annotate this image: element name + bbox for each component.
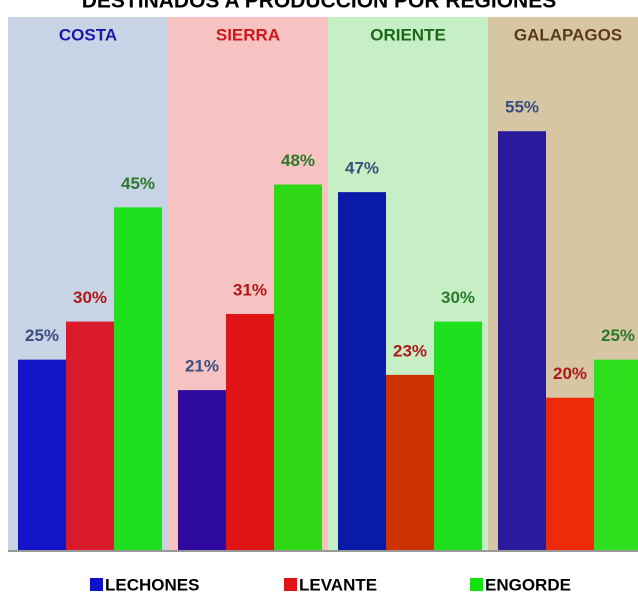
category-label: GALAPAGOS [514, 25, 622, 44]
bar [114, 207, 162, 550]
legend-swatch [284, 578, 297, 591]
category-label: COSTA [59, 25, 117, 44]
bar [386, 375, 434, 550]
chart-title: DESTINADOS A PRODUCCION POR REGIONES [82, 0, 557, 13]
bar [498, 131, 546, 550]
bar [274, 185, 322, 550]
value-label: 48% [281, 151, 315, 170]
legend-swatch [470, 578, 483, 591]
plot-floor [8, 550, 638, 552]
value-label: 47% [345, 159, 379, 178]
bar [546, 398, 594, 550]
bar [18, 360, 66, 550]
page: {"chart_data": {"type": "bar", "title": … [0, 0, 638, 596]
chart: DESTINADOS A PRODUCCION POR REGIONES COS… [0, 0, 638, 596]
legend-label: LEVANTE [299, 575, 377, 594]
value-label: 55% [505, 98, 539, 117]
plot: COSTA 25% 30% 45% SIERRA 21% 31% 48% ORIENTE 47% 2… [8, 17, 638, 552]
value-label: 25% [601, 326, 635, 345]
bar [66, 322, 114, 550]
bar [178, 390, 226, 550]
value-label: 25% [25, 326, 59, 345]
legend-label: ENGORDE [485, 575, 571, 594]
bar [434, 322, 482, 550]
value-label: 30% [441, 288, 475, 307]
category-label: ORIENTE [370, 25, 446, 44]
value-label: 45% [121, 174, 155, 193]
category-label: SIERRA [216, 25, 280, 44]
legend-label: LECHONES [105, 575, 199, 594]
value-label: 30% [73, 288, 107, 307]
bar [338, 192, 386, 550]
bar [226, 314, 274, 550]
bar [594, 360, 638, 550]
value-label: 21% [185, 357, 219, 376]
legend-swatch [90, 578, 103, 591]
value-label: 20% [553, 364, 587, 383]
value-label: 31% [233, 280, 267, 299]
value-label: 23% [393, 341, 427, 360]
